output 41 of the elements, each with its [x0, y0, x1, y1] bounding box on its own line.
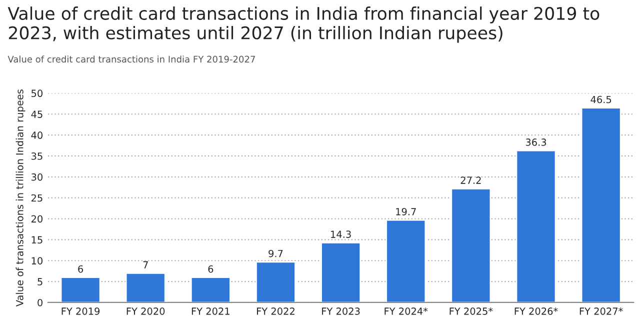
data-label: 6 [208, 265, 214, 273]
chart-subtitle: Value of credit card transactions in India FY 2019-2027 [8, 56, 255, 63]
chart-title: Value of credit card transactions in India from financial year 2019 to 2023, with estimates until 2027 (in trillion Indian rupees) [8, 6, 600, 43]
y-tick-label: 25 [31, 194, 42, 202]
y-tick-label: 0 [38, 298, 42, 306]
y-axis-title: Value of transactions in trillion Indian rupees [16, 90, 26, 307]
bar [190, 276, 231, 302]
data-label: 46.5 [590, 96, 612, 104]
x-tick-label: FY 2020 [126, 308, 165, 315]
y-tick-label: 20 [31, 215, 42, 223]
bar [256, 261, 296, 302]
y-tick-label: 15 [32, 236, 42, 244]
bar [580, 107, 622, 302]
x-tick-label: FY 2019 [62, 308, 100, 315]
y-tick-label: 45 [31, 110, 42, 118]
data-label: 6 [78, 265, 84, 273]
x-tick-label: FY 2021 [192, 308, 230, 315]
y-tick-label: 50 [32, 90, 42, 98]
bar [125, 272, 166, 302]
y-tick-label: 10 [32, 257, 42, 264]
x-tick-label: FY 2026* [514, 308, 558, 315]
data-label: 7 [143, 261, 148, 268]
data-label: 9.7 [268, 250, 283, 258]
y-tick-label: 5 [38, 278, 42, 286]
bar [320, 242, 362, 302]
x-tick-label: FY 2027* [580, 308, 623, 315]
bar [450, 188, 492, 302]
bar [60, 276, 101, 302]
bar [386, 219, 426, 302]
y-tick-label: 30 [32, 173, 42, 181]
data-label: 14.3 [331, 230, 351, 238]
y-tick-label: 40 [31, 132, 42, 139]
x-tick-label: FY 2023 [322, 308, 360, 315]
y-tick-label: 35 [32, 152, 42, 160]
data-label: 19.7 [396, 208, 416, 216]
bar [516, 150, 556, 302]
x-tick-label: FY 2025* [450, 308, 493, 315]
x-tick-label: FY 2022 [257, 308, 294, 315]
x-tick-label: FY 2024* [384, 308, 428, 315]
data-label: 27.2 [460, 176, 481, 184]
data-label: 36.3 [526, 138, 546, 146]
